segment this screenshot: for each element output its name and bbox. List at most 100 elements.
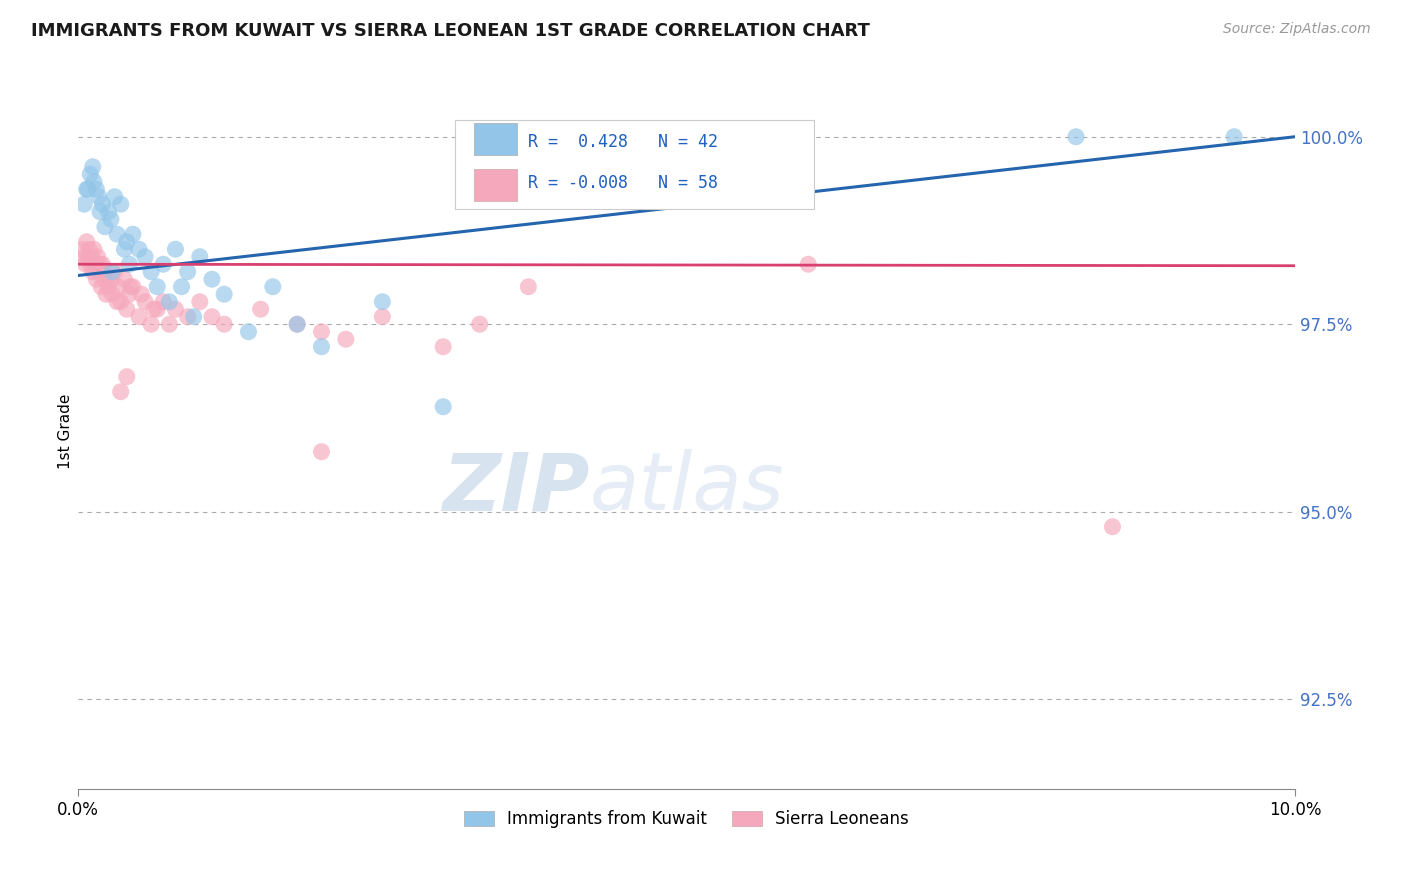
Point: [262, 279, 284, 293]
Point: [70, 242, 93, 256]
Point: [76, 182, 98, 196]
Point: [517, 279, 540, 293]
Point: [80, 250, 103, 264]
FancyBboxPatch shape: [474, 169, 517, 202]
Point: [115, 302, 138, 317]
Point: [157, 317, 180, 331]
Point: [101, 287, 124, 301]
Point: [170, 279, 193, 293]
Point: [87, 265, 110, 279]
Point: [73, 197, 96, 211]
Point: [82, 265, 104, 279]
Point: [89, 257, 111, 271]
Point: [115, 369, 138, 384]
Point: [79, 167, 101, 181]
Point: [249, 302, 271, 317]
Point: [82, 160, 104, 174]
Point: [100, 212, 122, 227]
Point: [73, 250, 96, 264]
Point: [83, 242, 105, 256]
Point: [212, 317, 235, 331]
Point: [86, 272, 108, 286]
Point: [101, 265, 124, 279]
Point: [311, 444, 333, 458]
Point: [1223, 129, 1246, 144]
Point: [93, 272, 115, 286]
Point: [89, 204, 111, 219]
Point: [165, 302, 187, 317]
Point: [152, 294, 174, 309]
Point: [94, 287, 117, 301]
Point: [104, 265, 127, 279]
Point: [157, 294, 180, 309]
Point: [83, 175, 105, 189]
Point: [131, 287, 153, 301]
Point: [112, 272, 135, 286]
Point: [128, 310, 150, 324]
Point: [76, 235, 98, 249]
Point: [97, 279, 120, 293]
Point: [97, 204, 120, 219]
Text: R = -0.008   N = 58: R = -0.008 N = 58: [529, 174, 718, 192]
Point: [152, 257, 174, 271]
Y-axis label: 1st Grade: 1st Grade: [58, 393, 73, 469]
Point: [122, 279, 145, 293]
Text: Source: ZipAtlas.com: Source: ZipAtlas.com: [1223, 22, 1371, 37]
Point: [91, 197, 114, 211]
Point: [201, 310, 224, 324]
Point: [1101, 519, 1123, 533]
Point: [118, 287, 141, 301]
Point: [188, 294, 211, 309]
Text: ZIP: ZIP: [441, 450, 589, 527]
Point: [371, 310, 394, 324]
Point: [176, 310, 198, 324]
Point: [176, 265, 198, 279]
Point: [183, 310, 205, 324]
Point: [146, 279, 169, 293]
Point: [134, 294, 156, 309]
Point: [110, 197, 132, 211]
Point: [87, 190, 110, 204]
Point: [797, 257, 820, 271]
Point: [371, 294, 394, 309]
Point: [84, 257, 107, 271]
Point: [100, 272, 122, 286]
Point: [139, 317, 162, 331]
Text: atlas: atlas: [589, 450, 785, 527]
Point: [468, 317, 491, 331]
Point: [311, 325, 333, 339]
Point: [94, 265, 117, 279]
Point: [104, 190, 127, 204]
Point: [432, 340, 454, 354]
Point: [120, 279, 142, 293]
Point: [86, 250, 108, 264]
Point: [112, 242, 135, 256]
Point: [86, 182, 108, 196]
Point: [128, 242, 150, 256]
FancyBboxPatch shape: [474, 123, 517, 155]
Point: [94, 219, 117, 234]
Point: [107, 279, 129, 293]
Point: [146, 302, 169, 317]
Point: [105, 227, 128, 242]
Point: [110, 294, 132, 309]
Point: [139, 265, 162, 279]
Legend: Immigrants from Kuwait, Sierra Leoneans: Immigrants from Kuwait, Sierra Leoneans: [457, 804, 915, 835]
Point: [115, 235, 138, 249]
Point: [285, 317, 308, 331]
Point: [110, 384, 132, 399]
FancyBboxPatch shape: [456, 120, 814, 209]
Point: [212, 287, 235, 301]
Point: [1064, 129, 1087, 144]
Point: [105, 294, 128, 309]
Point: [201, 272, 224, 286]
Point: [165, 242, 187, 256]
Point: [76, 182, 98, 196]
Point: [90, 279, 112, 293]
Point: [134, 250, 156, 264]
Point: [238, 325, 260, 339]
Point: [335, 332, 357, 346]
Point: [188, 250, 211, 264]
Point: [79, 257, 101, 271]
Point: [91, 257, 114, 271]
